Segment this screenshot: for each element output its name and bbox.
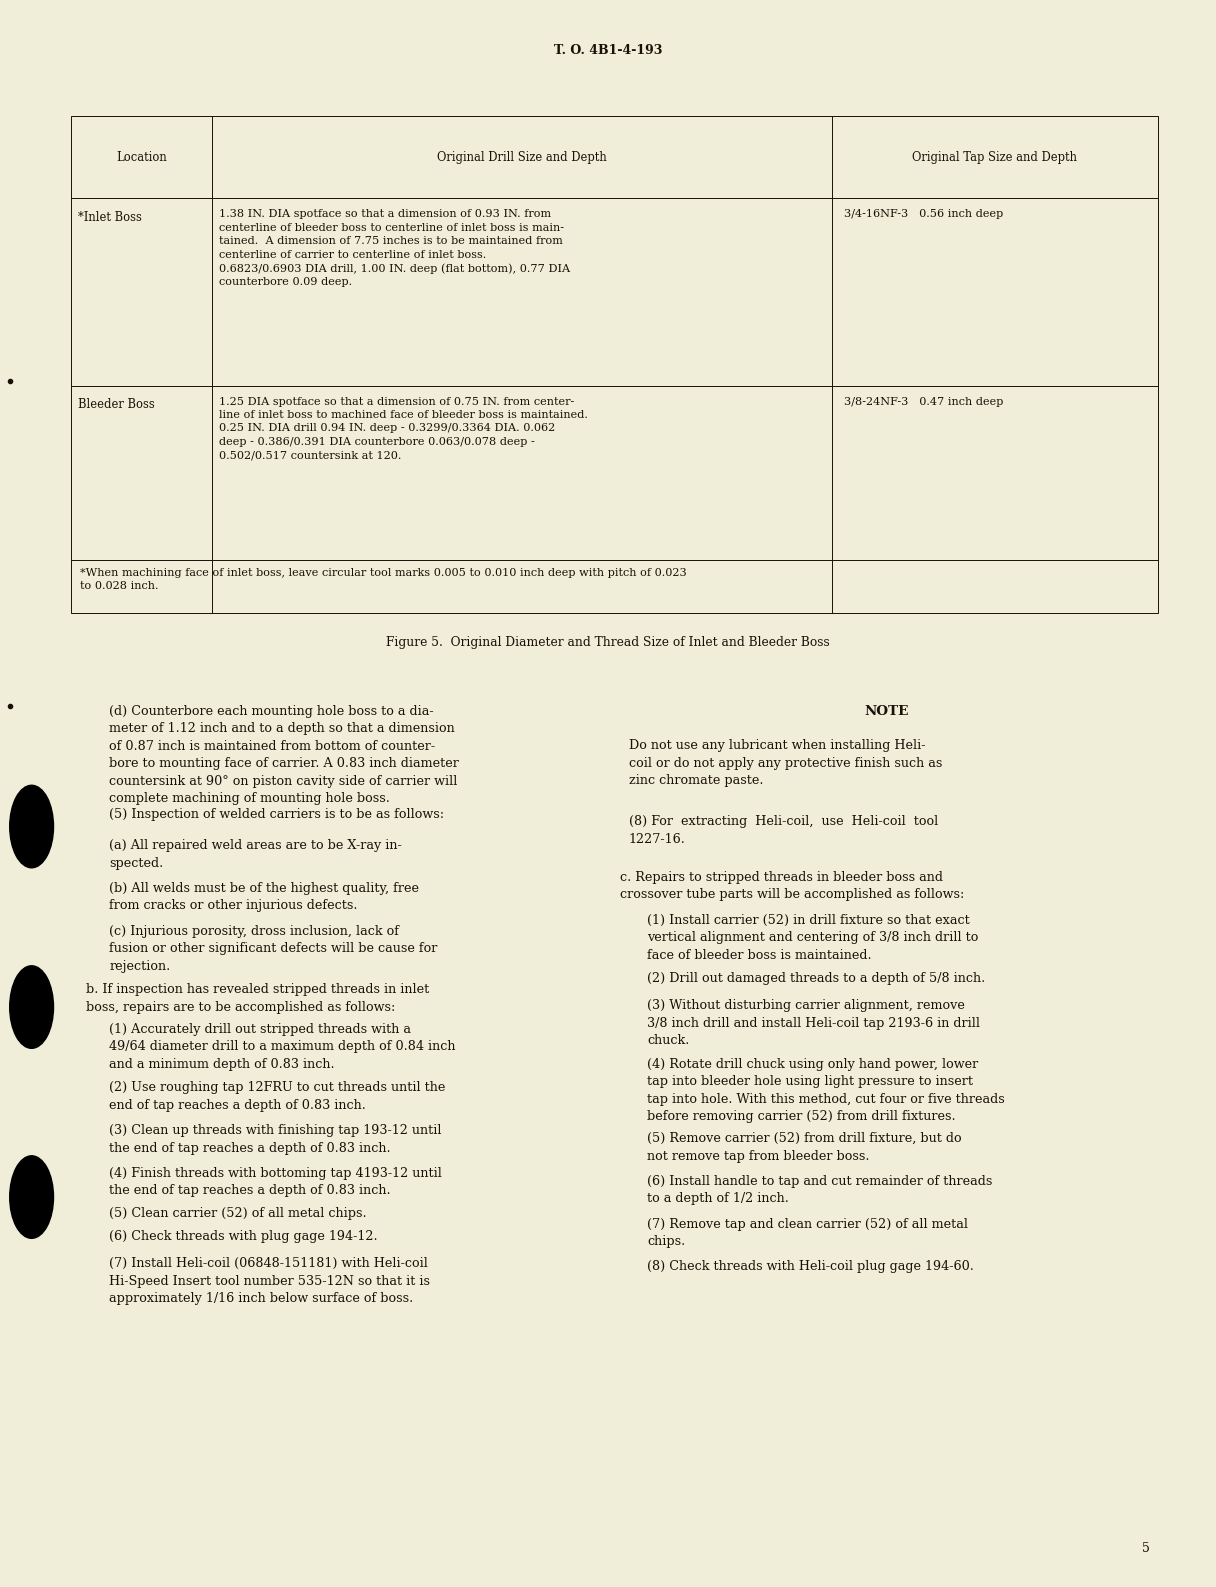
Text: Do not use any lubricant when installing Heli-
coil or do not apply any protecti: Do not use any lubricant when installing… xyxy=(629,740,942,787)
Text: (3) Clean up threads with finishing tap 193-12 until
the end of tap reaches a de: (3) Clean up threads with finishing tap … xyxy=(109,1124,441,1155)
Text: (4) Rotate drill chuck using only hand power, lower
tap into bleeder hole using : (4) Rotate drill chuck using only hand p… xyxy=(647,1059,1004,1124)
Ellipse shape xyxy=(10,786,54,868)
Text: b. If inspection has revealed stripped threads in inlet
boss, repairs are to be : b. If inspection has revealed stripped t… xyxy=(86,984,429,1014)
Text: (5) Remove carrier (52) from drill fixture, but do
not remove tap from bleeder b: (5) Remove carrier (52) from drill fixtu… xyxy=(647,1132,962,1163)
Text: Location: Location xyxy=(116,151,167,163)
Text: (2) Use roughing tap 12FRU to cut threads until the
end of tap reaches a depth o: (2) Use roughing tap 12FRU to cut thread… xyxy=(109,1081,446,1112)
Text: 1.38 IN. DIA spotface so that a dimension of 0.93 IN. from
centerline of bleeder: 1.38 IN. DIA spotface so that a dimensio… xyxy=(219,209,570,287)
Text: (4) Finish threads with bottoming tap 4193-12 until
the end of tap reaches a dep: (4) Finish threads with bottoming tap 41… xyxy=(109,1166,443,1198)
Text: (a) All repaired weld areas are to be X-ray in-
spected.: (a) All repaired weld areas are to be X-… xyxy=(109,840,402,870)
Text: 1.25 DIA spotface so that a dimension of 0.75 IN. from center-
line of inlet bos: 1.25 DIA spotface so that a dimension of… xyxy=(219,397,589,460)
Text: (3) Without disturbing carrier alignment, remove
3/8 inch drill and install Heli: (3) Without disturbing carrier alignment… xyxy=(647,1000,980,1047)
Text: (1) Install carrier (52) in drill fixture so that exact
vertical alignment and c: (1) Install carrier (52) in drill fixtur… xyxy=(647,914,979,962)
Ellipse shape xyxy=(10,966,54,1049)
Text: NOTE: NOTE xyxy=(865,705,910,717)
Text: (6) Install handle to tap and cut remainder of threads
to a depth of 1/2 inch.: (6) Install handle to tap and cut remain… xyxy=(647,1174,992,1206)
Text: (5) Clean carrier (52) of all metal chips.: (5) Clean carrier (52) of all metal chip… xyxy=(109,1206,367,1219)
Text: (c) Injurious porosity, dross inclusion, lack of
fusion or other significant def: (c) Injurious porosity, dross inclusion,… xyxy=(109,925,438,973)
Text: (d) Counterbore each mounting hole boss to a dia-
meter of 1.12 inch and to a de: (d) Counterbore each mounting hole boss … xyxy=(109,705,460,805)
Text: Figure 5.  Original Diameter and Thread Size of Inlet and Bleeder Boss: Figure 5. Original Diameter and Thread S… xyxy=(387,636,829,649)
Text: (7) Remove tap and clean carrier (52) of all metal
chips.: (7) Remove tap and clean carrier (52) of… xyxy=(647,1217,968,1249)
Text: Bleeder Boss: Bleeder Boss xyxy=(78,398,154,411)
Text: 3/8-24NF-3   0.47 inch deep: 3/8-24NF-3 0.47 inch deep xyxy=(844,397,1003,406)
Text: (7) Install Heli-coil (06848-151181) with Heli-coil
Hi-Speed Insert tool number : (7) Install Heli-coil (06848-151181) wit… xyxy=(109,1257,430,1305)
Text: Original Tap Size and Depth: Original Tap Size and Depth xyxy=(912,151,1077,163)
Text: (2) Drill out damaged threads to a depth of 5/8 inch.: (2) Drill out damaged threads to a depth… xyxy=(647,973,985,986)
Text: *Inlet Boss: *Inlet Boss xyxy=(78,211,142,224)
Text: 3/4-16NF-3   0.56 inch deep: 3/4-16NF-3 0.56 inch deep xyxy=(844,209,1003,219)
Bar xyxy=(71,116,1158,613)
Ellipse shape xyxy=(10,1155,54,1238)
Text: (6) Check threads with plug gage 194-12.: (6) Check threads with plug gage 194-12. xyxy=(109,1230,378,1243)
Text: (1) Accurately drill out stripped threads with a
49/64 diameter drill to a maxim: (1) Accurately drill out stripped thread… xyxy=(109,1024,456,1071)
Text: (8) Check threads with Heli-coil plug gage 194-60.: (8) Check threads with Heli-coil plug ga… xyxy=(647,1260,974,1273)
Text: T. O. 4B1-4-193: T. O. 4B1-4-193 xyxy=(553,44,663,57)
Text: (8) For  extracting  Heli-coil,  use  Heli-coil  tool
1227-16.: (8) For extracting Heli-coil, use Heli-c… xyxy=(629,816,938,846)
Text: (b) All welds must be of the highest quality, free
from cracks or other injuriou: (b) All welds must be of the highest qua… xyxy=(109,882,420,913)
Text: 5: 5 xyxy=(1143,1543,1150,1555)
Text: c. Repairs to stripped threads in bleeder boss and
crossover tube parts will be : c. Repairs to stripped threads in bleede… xyxy=(620,871,964,901)
Text: *When machining face of inlet boss, leave circular tool marks 0.005 to 0.010 inc: *When machining face of inlet boss, leav… xyxy=(80,568,687,592)
Text: Original Drill Size and Depth: Original Drill Size and Depth xyxy=(437,151,607,163)
Text: (5) Inspection of welded carriers is to be as follows:: (5) Inspection of welded carriers is to … xyxy=(109,808,445,820)
